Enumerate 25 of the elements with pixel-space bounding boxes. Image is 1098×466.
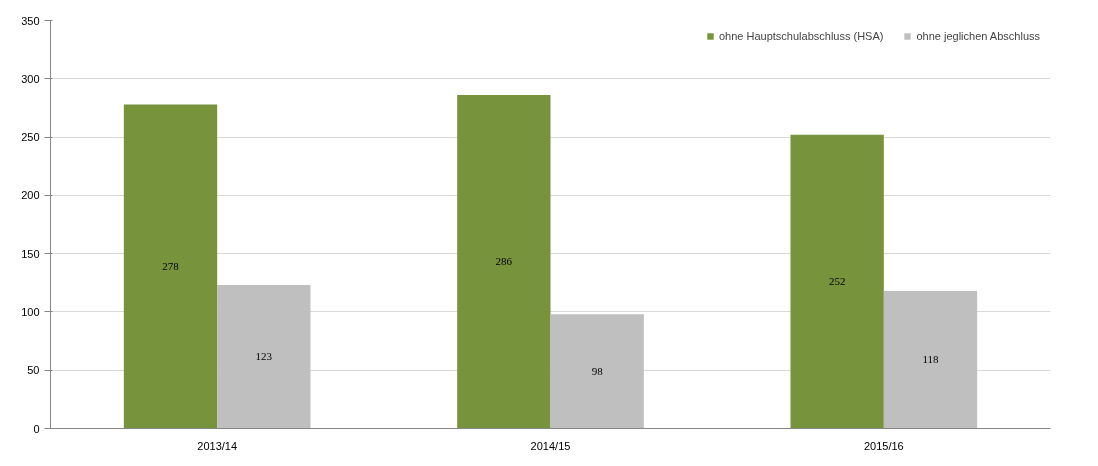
bar xyxy=(123,104,218,429)
data-label: 252 xyxy=(828,275,846,288)
data-label: 123 xyxy=(255,350,273,363)
bar xyxy=(550,314,644,429)
legend-label: ohne jeglichen Abschluss xyxy=(916,30,1040,42)
data-label: 278 xyxy=(162,259,180,272)
x-tick-label: 2013/14 xyxy=(197,439,238,452)
x-tick-label: 2015/16 xyxy=(863,439,904,452)
y-tick-label: 250 xyxy=(21,131,40,144)
y-tick-label: 200 xyxy=(21,189,40,202)
y-tick-label: 150 xyxy=(21,247,40,260)
data-label: 118 xyxy=(922,353,940,366)
y-tick-label: 100 xyxy=(21,305,40,318)
bar xyxy=(457,95,551,429)
x-tick-label: 2014/15 xyxy=(530,439,571,452)
data-label: 286 xyxy=(495,255,513,268)
y-tick-label: 300 xyxy=(21,72,40,85)
y-tick-label: 50 xyxy=(27,364,40,377)
bar xyxy=(790,134,884,429)
bar xyxy=(883,290,978,429)
bar xyxy=(217,285,311,429)
legend-label: ohne Hauptschulabschluss (HSA) xyxy=(718,30,884,42)
y-tick-label: 0 xyxy=(33,422,40,435)
y-tick-label: 350 xyxy=(21,14,40,27)
data-label: 98 xyxy=(591,364,604,377)
